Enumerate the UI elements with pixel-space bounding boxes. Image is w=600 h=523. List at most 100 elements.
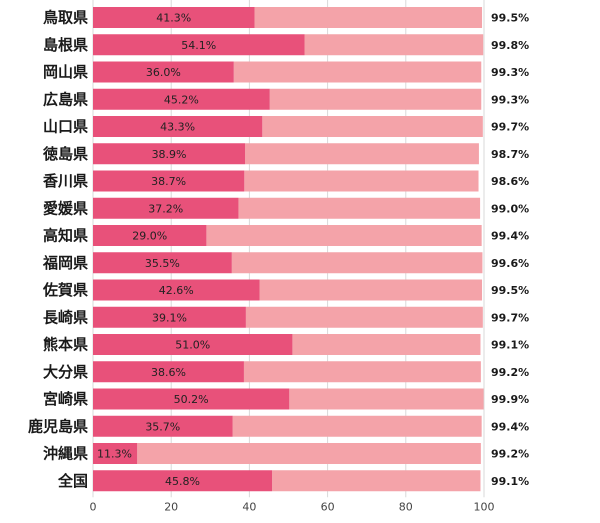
- x-tick-label: 0: [90, 500, 97, 513]
- bar-secondary: [259, 279, 483, 301]
- category-label: 全国: [57, 472, 88, 490]
- bar-primary: [93, 415, 233, 437]
- bar-secondary: [269, 88, 482, 110]
- total-value-label: 99.6%: [491, 257, 529, 270]
- bar-value-label: 35.5%: [145, 257, 180, 270]
- total-value-label: 99.1%: [491, 339, 529, 352]
- bar-primary: [93, 388, 290, 410]
- category-label: 愛媛県: [43, 199, 88, 217]
- bar-secondary: [244, 170, 479, 192]
- category-label: 山口県: [43, 118, 88, 136]
- bar-value-label: 54.1%: [181, 39, 216, 52]
- bar-secondary: [238, 197, 481, 219]
- bar-primary: [93, 170, 245, 192]
- bar-value-label: 38.6%: [151, 366, 186, 379]
- bar-primary: [93, 279, 260, 301]
- bar-primary: [93, 225, 207, 246]
- category-label: 鹿児島県: [28, 417, 88, 435]
- total-value-label: 99.5%: [491, 12, 529, 25]
- total-value-label: 98.7%: [491, 148, 529, 161]
- category-label: 広島県: [43, 90, 88, 108]
- total-value-label: 99.9%: [491, 393, 529, 406]
- bar-value-label: 35.7%: [145, 420, 180, 433]
- total-value-label: 99.4%: [491, 230, 529, 243]
- category-label: 島根県: [43, 36, 88, 54]
- total-value-label: 99.3%: [491, 66, 529, 79]
- bar-value-label: 38.7%: [151, 175, 186, 188]
- category-label: 宮崎県: [43, 390, 88, 408]
- category-label: 鳥取県: [43, 9, 88, 27]
- x-tick-label: 60: [321, 500, 335, 513]
- total-value-label: 99.8%: [491, 39, 529, 52]
- total-value-label: 99.1%: [491, 475, 529, 488]
- bar-value-label: 36.0%: [146, 66, 181, 79]
- bar-secondary: [231, 252, 483, 274]
- bar-value-label: 50.2%: [174, 393, 209, 406]
- bar-secondary: [206, 225, 482, 246]
- x-tick-label: 80: [399, 500, 413, 513]
- bar-secondary: [262, 116, 483, 137]
- total-value-label: 98.6%: [491, 175, 529, 188]
- bar-secondary: [245, 143, 479, 165]
- bar-value-label: 43.3%: [160, 121, 195, 134]
- bar-value-label: 51.0%: [175, 339, 210, 352]
- bar-value-label: 11.3%: [97, 448, 132, 461]
- bar-primary: [93, 116, 263, 137]
- bar-value-label: 42.6%: [159, 284, 194, 297]
- x-tick-label: 100: [474, 500, 495, 513]
- bar-value-label: 41.3%: [156, 12, 191, 25]
- category-label: 岡山県: [43, 63, 88, 81]
- bar-primary: [93, 306, 246, 328]
- total-value-label: 99.3%: [491, 93, 529, 106]
- bar-primary: [93, 143, 246, 165]
- grid-layer: [92, 0, 485, 498]
- x-tick-label: 40: [242, 500, 256, 513]
- bar-secondary: [137, 443, 481, 464]
- bar-secondary: [254, 7, 483, 28]
- bar-secondary: [243, 361, 481, 383]
- x-tick-label: 20: [164, 500, 178, 513]
- category-label: 高知県: [43, 227, 88, 245]
- category-label: 大分県: [43, 363, 88, 381]
- bar-primary: [93, 197, 239, 219]
- bar-value-label: 38.9%: [152, 148, 187, 161]
- category-label: 徳島県: [42, 145, 88, 163]
- bar-value-label: 39.1%: [152, 311, 187, 324]
- category-label: 香川県: [43, 172, 88, 190]
- bar-primary: [93, 34, 305, 56]
- x-axis: 0 20 40 60 80 100: [90, 500, 495, 513]
- category-label: 熊本県: [43, 336, 88, 354]
- total-value-label: 99.0%: [491, 202, 529, 215]
- bar-primary: [93, 443, 138, 464]
- bar-primary: [93, 88, 270, 110]
- total-value-label: 99.2%: [491, 366, 529, 379]
- total-value-label: 99.5%: [491, 284, 529, 297]
- bar-value-label: 37.2%: [148, 202, 183, 215]
- total-value-label: 99.7%: [491, 121, 529, 134]
- bar-primary: [93, 61, 234, 83]
- bar-secondary: [289, 388, 484, 410]
- bar-primary: [93, 470, 273, 492]
- category-label: 佐賀県: [42, 281, 88, 299]
- bar-value-label: 29.0%: [132, 230, 167, 243]
- bar-value-label: 45.2%: [164, 93, 199, 106]
- bar-primary: [93, 361, 244, 383]
- total-value-label: 99.7%: [491, 311, 529, 324]
- bar-secondary: [233, 61, 482, 83]
- bar-secondary: [245, 306, 483, 328]
- category-label: 沖縄県: [43, 445, 88, 463]
- bar-secondary: [304, 34, 484, 56]
- bar-value-label: 45.8%: [165, 475, 200, 488]
- total-value-label: 99.2%: [491, 448, 529, 461]
- bars-layer: [93, 7, 484, 492]
- total-value-label: 99.4%: [491, 420, 529, 433]
- labels-layer: 鳥取県 41.3% 99.5% 島根県 54.1% 99.8% 岡山県 36.0% 99.3% 広…: [28, 9, 529, 490]
- bar-primary: [93, 334, 293, 355]
- bar-primary: [93, 7, 255, 28]
- category-label: 福岡県: [42, 254, 88, 272]
- category-label: 長崎県: [43, 308, 88, 326]
- bar-primary: [93, 252, 232, 274]
- bar-secondary: [232, 415, 482, 437]
- bar-secondary: [292, 334, 481, 355]
